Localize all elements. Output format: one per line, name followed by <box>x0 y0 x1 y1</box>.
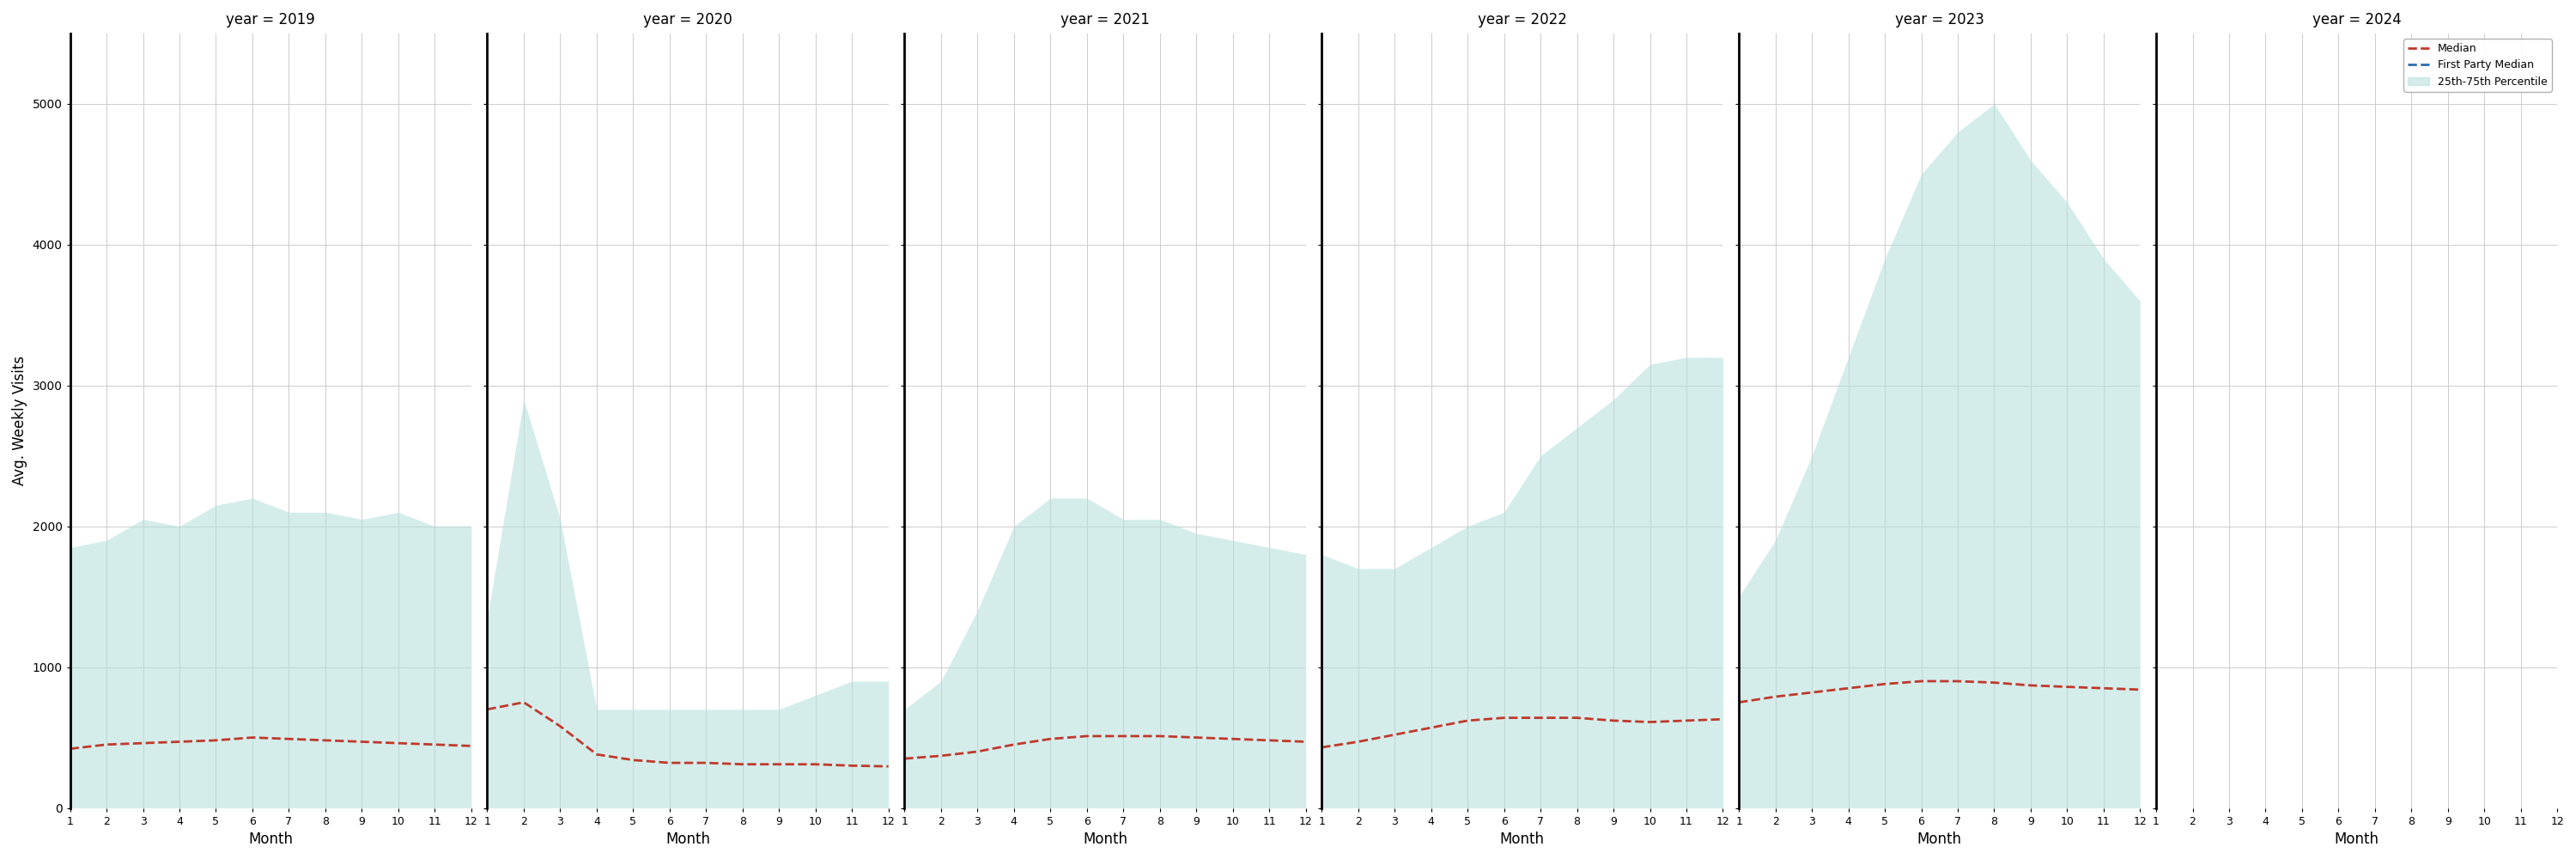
Median <box>2125 685 2156 695</box>
Median <box>1672 716 1703 726</box>
Median <box>2050 682 2081 692</box>
Median <box>1489 713 1520 723</box>
Median <box>273 734 304 744</box>
Title: year = 2022: year = 2022 <box>1479 12 1566 27</box>
Legend: Median, First Party Median, 25th-75th Percentile: Median, First Party Median, 25th-75th Pe… <box>2403 39 2553 92</box>
Median <box>1218 734 1249 744</box>
Median <box>1906 676 1937 686</box>
Median <box>762 759 793 770</box>
Median <box>999 740 1030 750</box>
Median <box>456 740 487 751</box>
Median <box>90 740 121 750</box>
Median <box>1036 734 1066 744</box>
Median <box>1144 731 1175 741</box>
Median <box>1942 676 1973 686</box>
Median <box>237 733 268 743</box>
Median <box>309 735 340 746</box>
X-axis label: Month: Month <box>665 832 711 847</box>
Line: Median: Median <box>1321 718 1723 747</box>
Median <box>1834 683 1865 693</box>
Median <box>1108 731 1139 741</box>
Title: year = 2023: year = 2023 <box>1896 12 1984 27</box>
X-axis label: Month: Month <box>1917 832 1963 847</box>
Median <box>1306 742 1337 752</box>
Title: year = 2021: year = 2021 <box>1061 12 1149 27</box>
Median <box>873 761 904 771</box>
Median <box>201 735 232 746</box>
Median <box>129 738 160 748</box>
Median <box>582 749 613 759</box>
Median <box>1597 716 1628 726</box>
Median <box>2089 683 2120 693</box>
Median <box>837 760 868 771</box>
Median <box>1525 713 1556 723</box>
Line: Median: Median <box>70 738 471 749</box>
Median <box>2014 680 2045 691</box>
Title: year = 2024: year = 2024 <box>2313 12 2401 27</box>
Median <box>1291 736 1321 746</box>
Median <box>1561 713 1592 723</box>
Median <box>507 698 538 708</box>
Median <box>654 758 685 768</box>
Median <box>1453 716 1484 726</box>
Median <box>1636 717 1667 728</box>
Median <box>165 736 196 746</box>
Median <box>1342 736 1373 746</box>
Median <box>544 721 574 731</box>
Median <box>801 759 832 770</box>
Median <box>1978 678 2009 688</box>
Title: year = 2020: year = 2020 <box>644 12 732 27</box>
Median <box>1255 735 1285 746</box>
Y-axis label: Avg. Weekly Visits: Avg. Weekly Visits <box>13 356 28 485</box>
Median <box>1072 731 1103 741</box>
Line: Median: Median <box>1739 681 2141 703</box>
Median <box>961 746 992 757</box>
Median <box>420 740 451 750</box>
X-axis label: Month: Month <box>1499 832 1546 847</box>
Median <box>1708 714 1739 724</box>
Title: year = 2019: year = 2019 <box>227 12 314 27</box>
Median <box>54 744 85 754</box>
Median <box>618 755 649 765</box>
Median <box>1180 733 1211 743</box>
X-axis label: Month: Month <box>1082 832 1128 847</box>
Median <box>1417 722 1448 733</box>
Median <box>384 738 415 748</box>
Median <box>1870 679 1901 689</box>
Median <box>471 704 502 715</box>
Line: Median: Median <box>904 736 1306 758</box>
Median <box>345 736 376 746</box>
Median <box>889 753 920 764</box>
Line: Median: Median <box>487 703 889 766</box>
Median <box>1723 698 1754 708</box>
X-axis label: Month: Month <box>2334 832 2380 847</box>
Median <box>925 751 956 761</box>
Median <box>726 759 757 770</box>
Median <box>1759 691 1790 702</box>
Median <box>690 758 721 768</box>
Median <box>1795 687 1826 698</box>
X-axis label: Month: Month <box>247 832 294 847</box>
Median <box>1378 729 1409 740</box>
